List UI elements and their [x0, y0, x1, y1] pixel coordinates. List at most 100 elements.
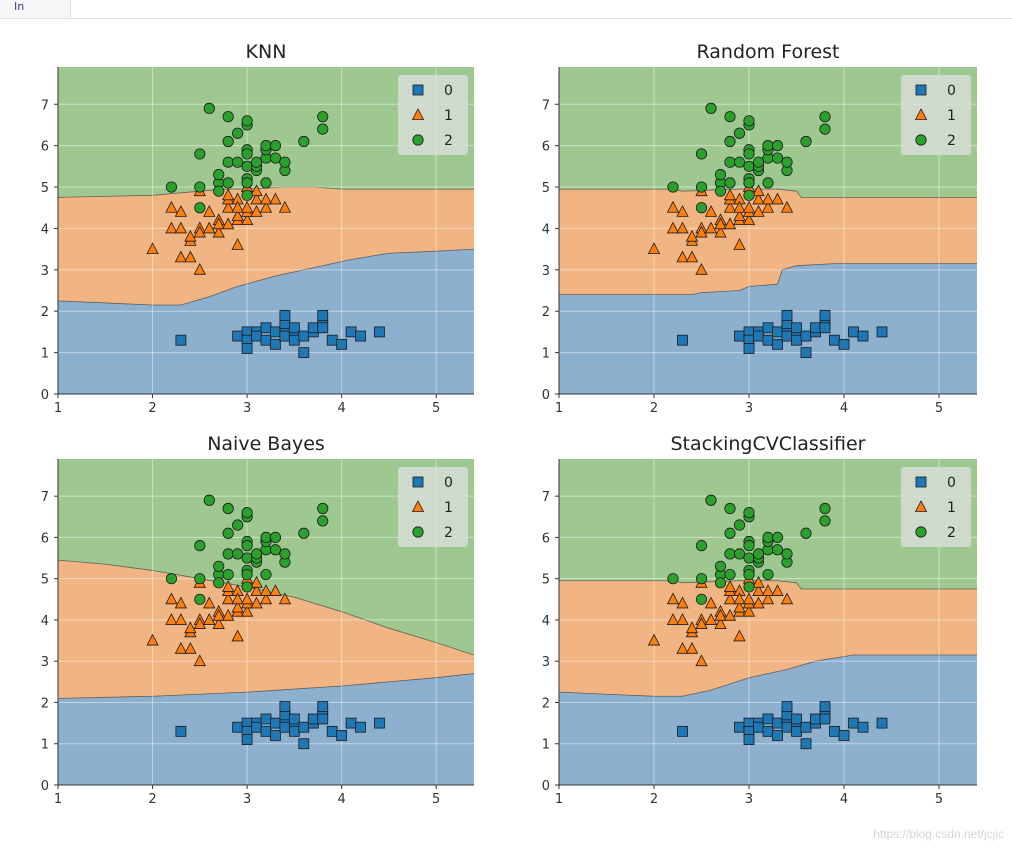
- point-class-1: [250, 575, 263, 588]
- prompt-gutter: In: [0, 0, 71, 19]
- legend-marker-0: [915, 84, 927, 96]
- point-class-2: [222, 568, 234, 581]
- point-class-1: [723, 217, 737, 230]
- point-class-2: [771, 152, 784, 164]
- point-class-2: [241, 160, 253, 172]
- point-class-1: [259, 584, 273, 596]
- y-tick-label: 1: [41, 347, 49, 362]
- point-class-2: [752, 548, 765, 560]
- point-class-1: [269, 584, 282, 596]
- point-class-0: [810, 322, 821, 334]
- point-class-1: [193, 225, 206, 238]
- y-tick-label: 2: [41, 696, 49, 711]
- point-class-2: [165, 181, 178, 193]
- plot-area: [559, 459, 977, 785]
- point-class-1: [231, 592, 244, 605]
- point-class-2: [241, 581, 253, 593]
- y-tick-label: 4: [542, 614, 550, 629]
- point-class-0: [326, 334, 338, 346]
- point-class-0: [800, 347, 812, 359]
- point-class-2: [269, 544, 282, 556]
- point-class-2: [695, 573, 708, 585]
- point-class-2: [743, 540, 755, 552]
- legend-label: 0: [947, 475, 956, 491]
- point-class-2: [800, 135, 812, 148]
- y-tick-label: 4: [542, 222, 550, 237]
- prompt-label: In: [14, 0, 25, 13]
- point-class-2: [714, 169, 727, 181]
- point-class-2: [724, 177, 736, 189]
- plot-area: [58, 459, 474, 785]
- y-tick-label: 0: [542, 388, 550, 403]
- x-tick-label: 4: [337, 792, 345, 807]
- point-class-2: [695, 202, 708, 214]
- y-tick-label: 2: [542, 696, 550, 711]
- point-class-2: [260, 177, 272, 189]
- point-class-2: [279, 548, 291, 560]
- point-class-1: [174, 250, 188, 263]
- point-class-1: [723, 200, 737, 213]
- point-class-1: [761, 584, 775, 596]
- point-class-2: [269, 531, 282, 544]
- point-class-1: [685, 621, 699, 634]
- point-class-1: [240, 592, 254, 605]
- legend-box: [398, 75, 468, 155]
- x-tick-label: 5: [935, 401, 943, 416]
- y-tick-label: 7: [542, 98, 550, 113]
- point-class-0: [298, 738, 310, 750]
- point-class-0: [241, 734, 253, 746]
- legend-marker-1: [411, 500, 425, 512]
- point-class-1: [685, 641, 699, 654]
- point-class-0: [819, 701, 831, 712]
- point-class-0: [374, 717, 385, 729]
- point-class-1: [250, 205, 263, 217]
- point-class-2: [165, 573, 178, 585]
- point-class-2: [232, 548, 244, 560]
- point-class-0: [791, 725, 802, 737]
- point-class-2: [194, 148, 206, 160]
- point-class-2: [724, 502, 736, 515]
- point-class-1: [742, 604, 756, 617]
- point-class-2: [667, 181, 679, 193]
- point-class-2: [241, 115, 253, 127]
- point-class-2: [260, 531, 272, 544]
- decision-boundary-1-2: [58, 559, 474, 656]
- point-class-1: [676, 250, 689, 263]
- point-class-0: [838, 338, 850, 350]
- point-class-2: [724, 135, 736, 148]
- legend-box: [901, 75, 971, 155]
- point-class-2: [213, 169, 225, 181]
- y-tick-label: 3: [542, 264, 550, 279]
- point-class-0: [762, 713, 774, 725]
- point-class-0: [848, 326, 859, 338]
- legend-box: [901, 467, 971, 547]
- point-class-2: [705, 494, 717, 506]
- point-class-2: [279, 156, 291, 168]
- point-class-2: [222, 527, 234, 539]
- point-class-1: [676, 641, 689, 654]
- point-class-1: [761, 200, 775, 213]
- point-class-2: [222, 177, 234, 189]
- point-class-0: [175, 334, 187, 346]
- legend-marker-0: [915, 476, 927, 488]
- point-class-1: [259, 192, 273, 205]
- point-class-1: [184, 250, 197, 263]
- x-tick-label: 3: [745, 792, 753, 807]
- point-class-0: [270, 717, 281, 729]
- point-class-1: [146, 242, 159, 255]
- legend-marker-1: [411, 108, 425, 120]
- point-class-0: [336, 730, 348, 741]
- point-class-2: [743, 115, 755, 127]
- point-class-2: [317, 111, 329, 123]
- point-class-1: [733, 200, 746, 213]
- point-class-0: [800, 738, 812, 750]
- point-class-1: [240, 604, 254, 617]
- point-class-2: [733, 548, 746, 560]
- point-class-0: [781, 330, 793, 342]
- point-class-1: [733, 629, 746, 642]
- y-tick-label: 5: [41, 573, 49, 588]
- point-class-2: [260, 140, 272, 152]
- point-class-2: [733, 156, 746, 168]
- point-class-0: [772, 326, 783, 338]
- y-tick-label: 4: [41, 222, 49, 237]
